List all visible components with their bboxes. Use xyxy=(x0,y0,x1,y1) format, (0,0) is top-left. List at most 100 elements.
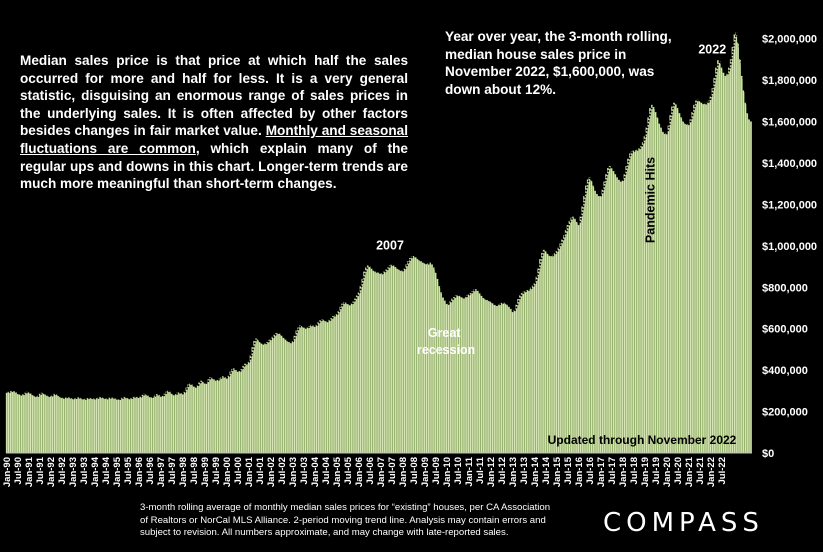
annotation-2007: 2007 xyxy=(376,239,404,253)
bar xyxy=(225,378,228,454)
bar xyxy=(255,338,257,454)
bar xyxy=(748,119,750,454)
bar xyxy=(31,394,34,454)
annotation-2022: 2022 xyxy=(698,43,726,57)
bar xyxy=(90,398,92,454)
explanation-note-part2: , which explain many of the regular ups … xyxy=(20,140,408,192)
bar xyxy=(159,396,162,454)
bar xyxy=(632,150,635,454)
bar xyxy=(407,261,410,454)
bar xyxy=(211,377,213,454)
bar xyxy=(612,171,615,454)
bar xyxy=(46,395,48,454)
bar xyxy=(55,394,58,454)
bar xyxy=(220,377,223,454)
bar xyxy=(308,326,311,454)
bar xyxy=(304,328,307,454)
bar xyxy=(172,394,175,454)
bar xyxy=(167,390,169,454)
bar xyxy=(53,393,56,454)
bar xyxy=(231,368,234,454)
y-tick-label: $1,000,000 xyxy=(762,241,817,253)
bar xyxy=(396,268,399,454)
bar xyxy=(71,398,74,454)
bar xyxy=(566,224,569,454)
bar xyxy=(475,289,477,454)
annotation-great-recession-line1: Great xyxy=(428,326,461,340)
bar xyxy=(588,177,591,454)
x-tick-label: Jul-04 xyxy=(321,456,332,484)
bar xyxy=(321,319,323,454)
bar xyxy=(431,264,433,454)
bar xyxy=(249,355,252,454)
bar xyxy=(332,316,334,454)
bar xyxy=(504,303,507,454)
bar xyxy=(442,297,444,454)
bar xyxy=(531,285,534,454)
y-tick-label: $1,600,000 xyxy=(762,117,817,129)
bar xyxy=(621,180,624,454)
bar xyxy=(163,393,166,454)
bar xyxy=(630,151,633,454)
bar xyxy=(126,398,129,454)
x-tick-label: Jul-15 xyxy=(563,456,574,484)
bar xyxy=(328,319,331,454)
bar xyxy=(596,193,598,454)
bar xyxy=(627,158,630,454)
bar xyxy=(381,273,384,454)
bar xyxy=(557,247,560,454)
bar xyxy=(663,133,666,454)
bar xyxy=(669,115,672,454)
bar xyxy=(295,330,298,454)
x-tick-label: Jan-95 xyxy=(112,456,123,487)
bar xyxy=(467,294,470,454)
annotation-updated: Updated through November 2022 xyxy=(548,433,737,447)
bar xyxy=(306,327,309,454)
bar xyxy=(412,256,415,454)
bar xyxy=(403,268,406,454)
bar xyxy=(425,263,428,454)
bar xyxy=(135,396,138,454)
bar xyxy=(319,320,322,454)
y-tick-label: $0 xyxy=(762,448,774,460)
bar xyxy=(491,303,494,454)
bar xyxy=(410,256,413,454)
bar xyxy=(143,393,146,454)
bar xyxy=(101,397,103,454)
bar xyxy=(497,304,499,454)
bar xyxy=(262,344,265,454)
bar xyxy=(517,299,520,454)
bar xyxy=(11,390,14,454)
x-tick-label: Jan-19 xyxy=(640,457,651,487)
bar xyxy=(190,384,193,454)
bar xyxy=(170,393,173,454)
bar xyxy=(275,333,278,454)
bar xyxy=(456,294,459,454)
bar xyxy=(86,398,89,454)
bar xyxy=(385,269,388,454)
x-tick-label: Jul-96 xyxy=(145,457,156,484)
bar xyxy=(33,395,36,454)
bar xyxy=(113,398,116,454)
bar xyxy=(366,265,369,454)
bar xyxy=(438,286,441,454)
bar xyxy=(5,392,8,454)
bar xyxy=(88,397,91,454)
bar xyxy=(258,342,261,454)
bar xyxy=(526,290,529,454)
bar xyxy=(553,252,556,454)
bar xyxy=(464,297,466,454)
bar xyxy=(746,113,749,454)
bar xyxy=(738,59,741,454)
bar xyxy=(715,67,717,454)
bar xyxy=(333,315,336,454)
bar xyxy=(222,376,224,454)
bar xyxy=(680,117,683,454)
bar xyxy=(68,397,70,454)
x-tick-label: Jan-93 xyxy=(68,457,79,487)
bar xyxy=(421,262,424,454)
bar xyxy=(607,168,609,454)
bar xyxy=(574,218,576,454)
bar xyxy=(423,263,426,454)
